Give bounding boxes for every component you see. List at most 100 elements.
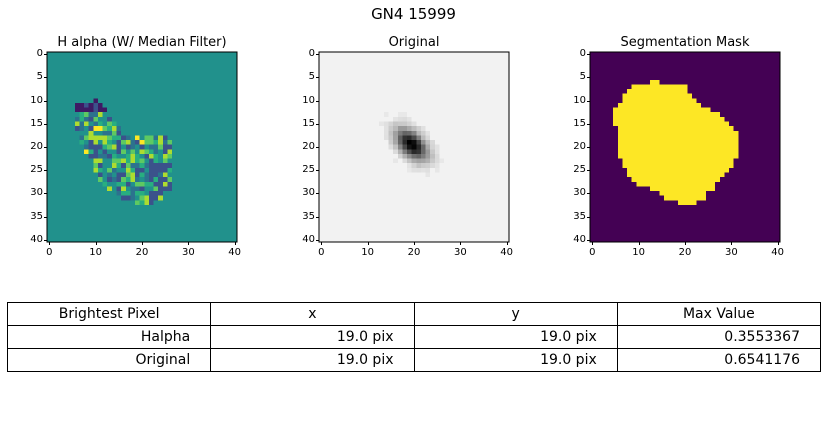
halpha-pixel — [125, 140, 131, 145]
halpha-pixel — [167, 144, 173, 150]
original-pixel — [397, 121, 403, 127]
halpha-pixel — [102, 163, 108, 168]
y-tick-mark — [316, 193, 319, 195]
y-tick-mark — [44, 77, 47, 79]
halpha-pixel — [148, 167, 154, 173]
halpha-pixel — [107, 186, 112, 192]
table-row: Halpha 19.0 pix 19.0 pix 0.3553367 — [6, 325, 822, 349]
halpha-pixel — [135, 191, 140, 196]
halpha-pixel — [102, 158, 108, 164]
halpha-pixel — [158, 163, 163, 168]
x-tick-mark — [321, 242, 323, 245]
y-tick-label: 25 — [573, 164, 586, 176]
mask-row — [659, 191, 706, 196]
original-pixel — [420, 158, 426, 164]
halpha-pixel — [135, 163, 140, 168]
table-cell: 19.0 pix — [413, 348, 618, 372]
halpha-pixel — [158, 191, 163, 196]
halpha-pixel — [102, 140, 108, 145]
halpha-pixel — [125, 177, 131, 182]
halpha-pixel — [148, 153, 154, 159]
halpha-pixel — [158, 149, 163, 154]
halpha-pixel — [153, 144, 159, 150]
halpha-pixel — [162, 149, 168, 154]
x-tick-label: 20 — [407, 247, 421, 258]
halpha-pixel — [93, 149, 98, 154]
y-tick-mark — [316, 147, 319, 148]
halpha-pixel — [162, 144, 168, 150]
halpha-pixel — [111, 149, 117, 154]
original-pixel — [383, 126, 389, 131]
y-tick-label: 15 — [573, 117, 586, 129]
halpha-pixel — [116, 130, 122, 136]
figure-title: GN4 15999 — [371, 5, 456, 23]
halpha-pixel — [125, 181, 131, 187]
y-tick-mark — [316, 170, 319, 172]
halpha-pixel — [153, 153, 159, 159]
halpha-pixel — [162, 167, 168, 173]
halpha-pixel — [116, 163, 122, 168]
halpha-pixel — [158, 177, 163, 182]
halpha-pixel — [88, 116, 94, 122]
x-tick-mark — [95, 242, 97, 245]
halpha-pixel — [135, 186, 140, 192]
original-pixel — [407, 163, 412, 168]
halpha-pixel — [102, 135, 108, 141]
x-tick-mark — [638, 242, 640, 245]
x-tick-label: 40 — [500, 247, 514, 258]
halpha-pixel — [144, 200, 149, 205]
halpha-pixel — [130, 153, 136, 159]
halpha-pixel — [153, 149, 159, 154]
halpha-pixel — [125, 153, 131, 159]
halpha-pixel — [111, 158, 117, 164]
original-pixel — [416, 126, 421, 131]
original-pixel — [425, 130, 431, 136]
halpha-pixel — [153, 172, 159, 178]
x-tick-label: 10 — [89, 247, 103, 258]
halpha-pixel — [97, 167, 103, 173]
original-pixel — [383, 130, 389, 136]
x-tick-label: 20 — [135, 247, 149, 258]
halpha-pixel — [158, 167, 163, 173]
halpha-pixel — [111, 153, 117, 159]
original-pixel — [416, 153, 421, 159]
original-pixel — [407, 116, 412, 122]
original-pixel — [425, 149, 431, 154]
halpha-pixel — [135, 172, 140, 178]
halpha-pixel — [125, 172, 131, 178]
original-pixel — [397, 144, 403, 150]
halpha-pixel — [135, 144, 140, 150]
y-tick-mark — [587, 77, 590, 79]
halpha-pixel — [130, 181, 136, 187]
halpha-pixel — [135, 200, 140, 205]
original-pixel — [397, 153, 403, 159]
original-pixel — [393, 158, 398, 164]
mask-row — [627, 167, 730, 173]
halpha-pixel — [93, 102, 98, 108]
halpha-pixel — [130, 186, 136, 192]
original-pixel — [420, 144, 426, 150]
y-tick-mark — [44, 54, 47, 56]
halpha-pixel — [74, 107, 80, 113]
halpha-pixel — [130, 191, 136, 196]
halpha-pixel — [162, 163, 168, 168]
halpha-pixel — [74, 121, 80, 127]
x-tick-mark — [777, 242, 779, 245]
original-pixel — [407, 121, 412, 127]
original-pixel — [420, 163, 426, 168]
halpha-pixel — [139, 167, 145, 173]
original-pixel — [402, 144, 408, 150]
original-pixel — [397, 116, 403, 122]
y-tick-label: 25 — [302, 164, 315, 176]
y-tick-mark — [316, 100, 319, 102]
original-pixel — [416, 158, 421, 164]
halpha-pixel — [97, 126, 103, 131]
panel-title-original: Original — [388, 35, 440, 50]
halpha-pixel — [167, 153, 173, 159]
halpha-pixel — [139, 153, 145, 159]
halpha-pixel — [74, 116, 80, 122]
halpha-pixel — [107, 116, 112, 122]
original-pixel — [393, 126, 398, 131]
y-tick-mark — [44, 147, 47, 148]
original-pixel — [420, 135, 426, 141]
